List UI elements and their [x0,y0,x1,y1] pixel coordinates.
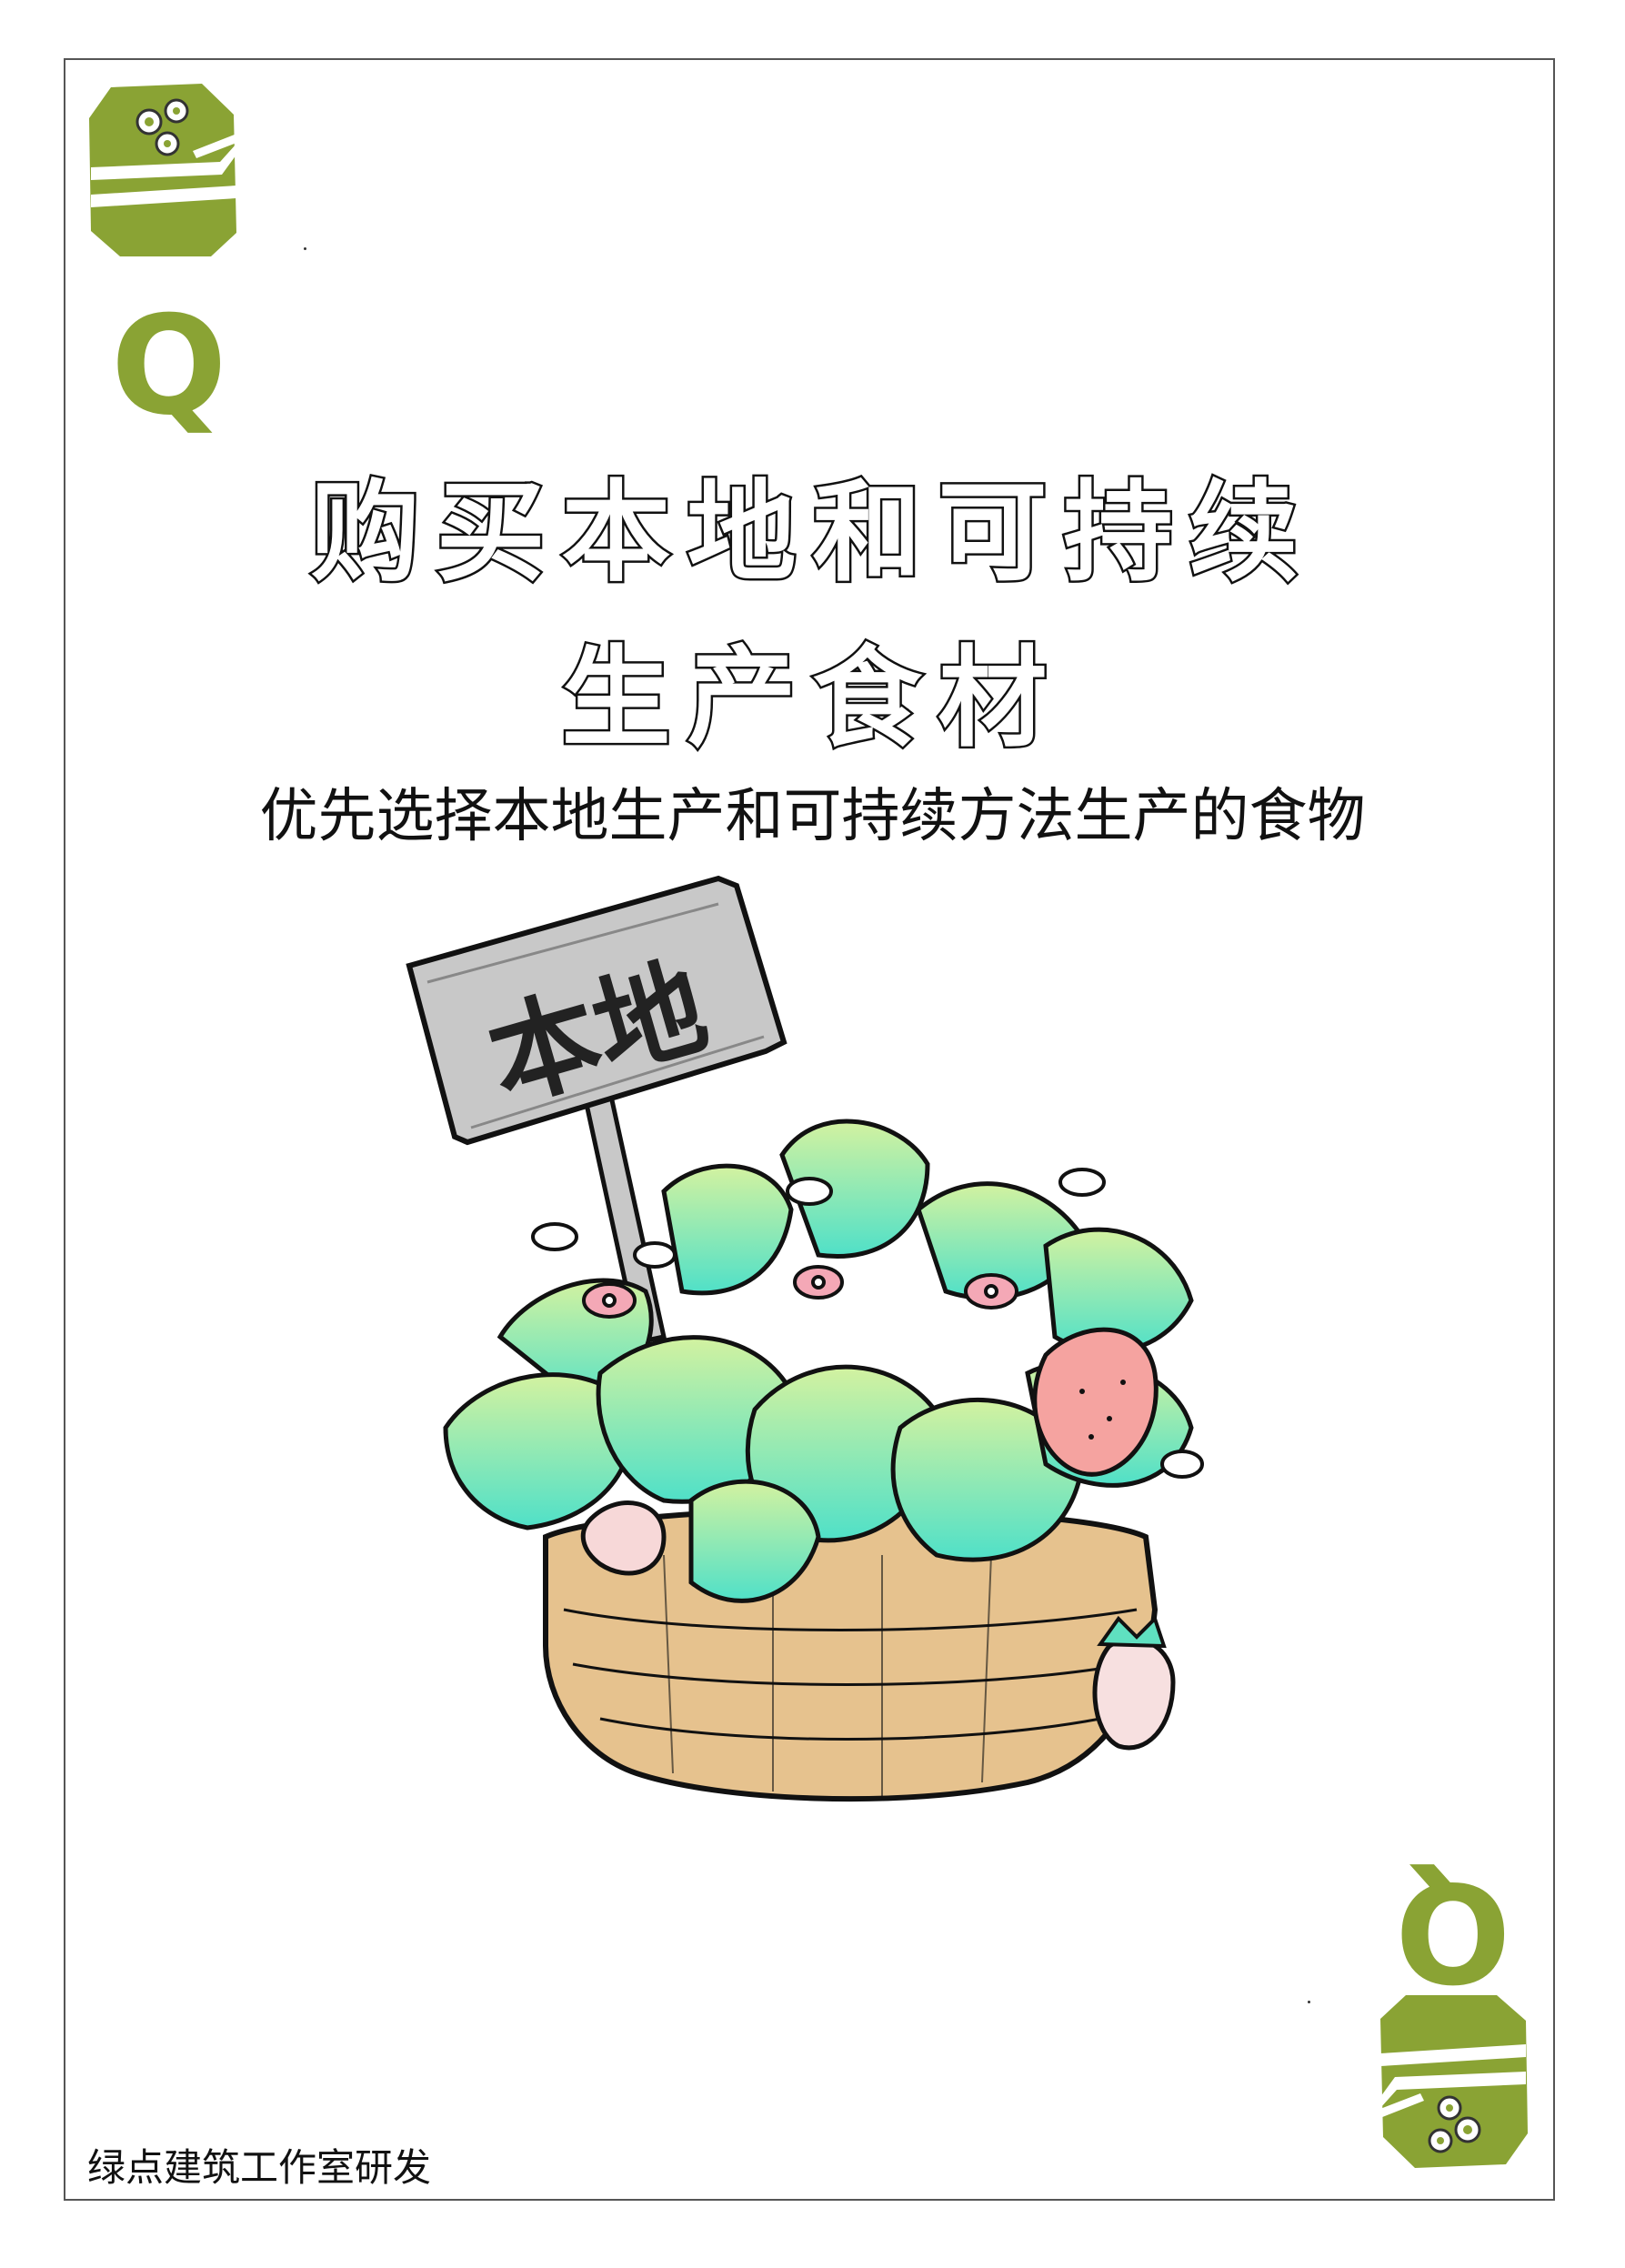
card-title-line2: 生产食材 [559,634,1064,765]
card-title-line1: 购买本地和可持续 [308,468,1315,599]
rank-bottom: Q [1395,1852,1511,2010]
flowers [582,1265,1018,1319]
sign-board [406,875,787,1146]
strawberry-small-right [1092,1636,1176,1751]
strawberry-large [1032,1327,1159,1477]
card-subtitle: 优先选择本地生产和可持续方法生产的食物 [259,783,1366,850]
lunchbox-suit-icon-top [89,84,244,256]
lunchbox-suit-icon-bottom [1373,1995,1528,2168]
local-produce-basket-illustration: 本地 [406,875,1204,1802]
rank-top: Q [111,287,227,446]
footer-credit: 绿点建筑工作室研发 [87,2145,432,2190]
strawberry-small-left [580,1500,667,1576]
speck [304,247,306,250]
speck [1308,2001,1310,2003]
